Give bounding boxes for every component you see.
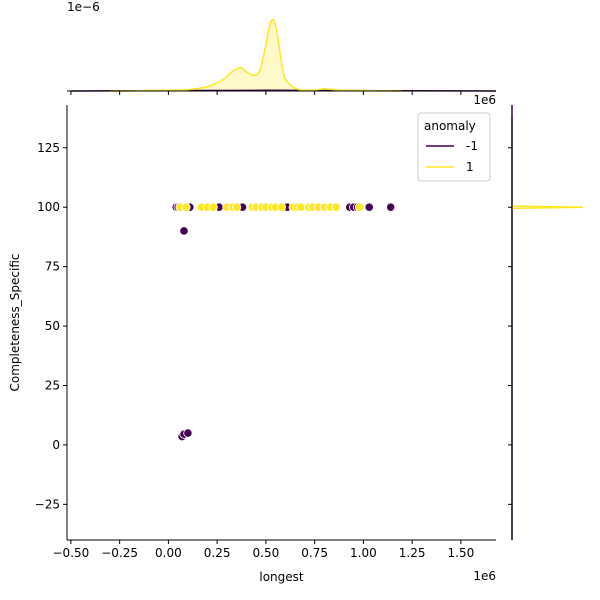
y-tick-label: 0 — [52, 438, 60, 452]
x-tick-label: −0.25 — [101, 546, 138, 560]
x-tick-label: 1.00 — [350, 546, 377, 560]
x-axis-label: longest — [259, 570, 304, 584]
x-tick-label: 1.25 — [399, 546, 426, 560]
scatter-point-anomaly-pos1 — [276, 202, 287, 212]
legend-title: anomaly — [424, 119, 476, 133]
top-offset-label: 1e−6 — [67, 0, 100, 14]
x-tick-label: 0.25 — [204, 546, 231, 560]
y-offset-label: 1e6 — [473, 93, 496, 107]
y-tick-label: 75 — [45, 260, 60, 274]
legend: anomaly -1 1 — [417, 112, 491, 182]
x-offset-label: 1e6 — [473, 569, 496, 583]
y-tick-label: 25 — [45, 378, 60, 392]
y-tick-label: 50 — [45, 319, 60, 333]
scatter-point-anomaly-pos1 — [181, 202, 191, 212]
scatter-point-anomaly-pos1 — [208, 202, 218, 212]
scatter-point-anomaly-neg1 — [183, 428, 193, 438]
legend-box — [417, 112, 491, 182]
scatter-point-anomaly-neg1 — [386, 202, 396, 212]
scatter-point-anomaly-pos1 — [296, 202, 306, 212]
scatter-point-anomaly-pos1 — [354, 202, 365, 212]
top-kde-fill-pos1 — [109, 19, 403, 92]
x-tick-label: 0.50 — [253, 546, 280, 560]
y-axis-label: Completeness_Specific — [8, 253, 22, 391]
y-tick-label: −25 — [35, 497, 60, 511]
y-tick-label: 100 — [37, 200, 60, 214]
top-marginal-kde: 1e−6 — [67, 0, 497, 95]
x-tick-label: 0.00 — [155, 546, 182, 560]
scatter-point-anomaly-neg1 — [179, 226, 189, 236]
scatter-point-anomaly-pos1 — [331, 202, 341, 212]
x-tick-label: 0.75 — [301, 546, 328, 560]
y-tick-label: 125 — [37, 141, 60, 155]
legend-label-pos1: 1 — [466, 160, 474, 174]
right-marginal-kde — [508, 105, 584, 540]
legend-label-neg1: -1 — [466, 139, 478, 153]
x-tick-label: −0.50 — [53, 546, 90, 560]
main-scatter-plot: −0.50 −0.25 0.00 0.25 0.50 0.75 1.00 1.25 1.50 −… — [8, 93, 496, 584]
top-kde-line-pos1 — [109, 18, 403, 92]
x-tick-label: 1.50 — [448, 546, 475, 560]
scatter-point-anomaly-neg1 — [364, 202, 374, 212]
scatter-point-anomaly-pos1 — [232, 202, 242, 212]
right-kde-line-pos1 — [511, 205, 584, 210]
